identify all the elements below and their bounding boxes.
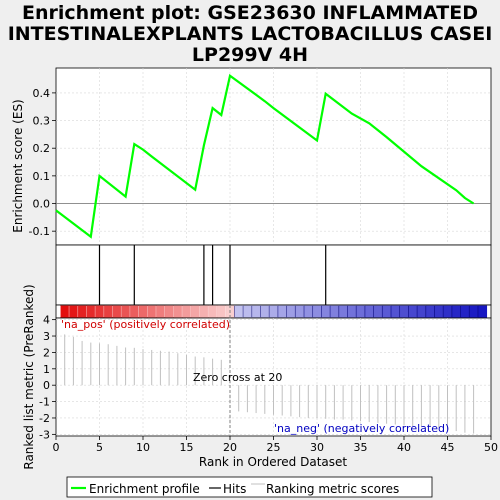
heatmap-cell [234,305,244,318]
x-ticks: 0 5 10 15 20 25 30 35 40 45 50 [53,436,498,454]
x-tick-label: 25 [267,441,281,454]
x-tick-label: 45 [441,441,455,454]
heatmap-cell [243,305,253,318]
es-tick-label: 0.2 [33,142,51,155]
x-tick-label: 50 [484,441,498,454]
heatmap-cell [295,305,305,318]
heatmap-cells [59,305,488,318]
heatmap-cell [199,305,209,318]
heatmap-cell [434,305,444,318]
metric-panel [55,317,492,437]
es-tick-label: 0.4 [33,87,51,100]
metric-tick-label: -1 [39,396,50,409]
heatmap-cell [408,305,418,318]
heatmap-cell [129,305,140,318]
heatmap-cell [173,305,183,318]
heatmap-cell [417,305,427,318]
heatmap-cell [216,305,227,318]
metric-y-ticks: -3 -2 -1 0 1 2 3 4 [39,314,56,441]
es-ylabel: Enrichment score (ES) [11,99,25,232]
title-line: LP299V 4H [192,44,308,66]
heatmap-cell [460,305,470,318]
x-tick-label: 35 [354,441,368,454]
heatmap-cell [321,305,331,318]
hits-lines [98,245,327,305]
chart-title: Enrichment plot: GSE23630 INFLAMMATEDINT… [8,2,493,66]
negative-label: 'na_neg' (negatively correlated) [274,422,449,435]
positive-label: 'na_pos' (positively correlated) [61,318,230,331]
es-tick-label: -0.1 [29,225,50,238]
heatmap-cell [425,305,435,318]
enrichment-profile-line [55,73,475,239]
heatmap-cell [443,305,453,318]
title-line: Enrichment plot: GSE23630 INFLAMMATED [22,2,478,24]
legend-box [66,476,433,498]
heatmap-cell [330,305,340,318]
metric-tick-label: 1 [43,363,50,376]
es-tick-label: 0.3 [33,115,51,128]
xlabel: Rank in Ordered Dataset [199,455,347,469]
metric-ylabel: Ranked list metric (PreRanked) [22,284,36,469]
x-tick-label: 10 [136,441,150,454]
heatmap-cell [69,305,79,318]
heatmap-cell [390,305,401,318]
heatmap-cell [399,305,409,318]
metric-tick-label: -2 [39,412,50,425]
metric-tick-label: 0 [43,379,50,392]
legend-metric-label: Ranking metric scores [266,482,399,496]
heatmap-cell [164,305,174,318]
heatmap-cell [277,305,287,318]
metric-tick-label: 4 [43,314,50,327]
heatmap-cell [338,305,348,318]
heatmap-cell [269,305,279,318]
heatmap-cell [364,305,374,318]
heatmap-cell [251,305,261,318]
es-tick-label: 0.1 [33,170,51,183]
heatmap-cell [156,305,166,318]
heatmap-cell [477,305,488,318]
heatmap-cell [182,305,192,318]
heatmap-cell [469,305,479,318]
heatmap-cell [103,305,113,318]
heatmap-cell [147,305,157,318]
x-tick-label: 30 [310,441,324,454]
heatmap-cell [382,305,392,318]
x-tick-label: 40 [397,441,411,454]
heatmap-cell [451,305,461,318]
heatmap-cell [312,305,322,318]
x-tick-label: 0 [53,441,60,454]
heatmap-cell [356,305,366,318]
legend: Enrichment profile Hits Ranking metric s… [66,476,433,498]
heatmap-cell [77,305,87,318]
legend-hits-label: Hits [223,482,246,496]
metric-bars [64,334,475,434]
es-grid [56,68,491,245]
heatmap-cell [121,305,131,318]
heatmap-cell [60,305,70,318]
heatmap-cell [373,305,383,318]
hits-panel [55,244,492,306]
heatmap-cell [347,305,357,318]
x-tick-label: 5 [96,441,103,454]
metric-tick-label: 3 [43,330,50,343]
es-y-ticks: -0.1 0.0 0.1 0.2 0.3 0.4 [29,87,56,238]
heatmap-cell [303,305,314,318]
heatmap-cell [112,305,122,318]
heatmap-cell [260,305,270,318]
heatmap-cell [86,305,96,318]
heatmap-cell [208,305,218,318]
es-tick-label: 0.0 [33,198,51,211]
zero-cross-label: Zero cross at 20 [193,371,282,384]
heatmap-cell [190,305,200,318]
heatmap-cell [95,305,105,318]
metric-tick-label: 2 [43,346,50,359]
x-tick-label: 15 [180,441,194,454]
x-tick-label: 20 [223,441,237,454]
heatmap-cell [138,305,148,318]
legend-profile-label: Enrichment profile [89,482,200,496]
metric-tick-label: -3 [39,428,50,441]
heatmap-cell [286,305,296,318]
title-line: INTESTINALEXPLANTS LACTOBACILLUS CASEI [8,23,493,45]
